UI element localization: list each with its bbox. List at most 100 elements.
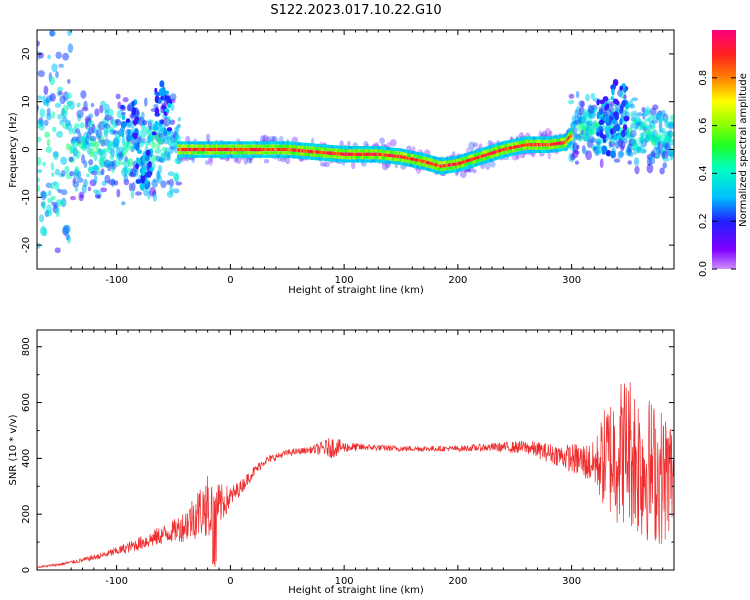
heatmap-cell [131, 107, 137, 116]
y-tick-label: -10 [21, 189, 32, 205]
heatmap-cell [93, 151, 98, 162]
heatmap-cell [610, 150, 616, 158]
heatmap-cell [54, 247, 61, 254]
heatmap-cell [60, 156, 68, 165]
heatmap-cell [60, 170, 66, 177]
colorbar-tick-label: 0.8 [698, 70, 709, 86]
heatmap-cell [643, 122, 648, 129]
heatmap-cell [225, 156, 230, 162]
heatmap-cell [569, 141, 573, 145]
heatmap-cell [661, 151, 669, 160]
heatmap-cell [610, 139, 616, 145]
y-tick-label: 800 [21, 337, 32, 356]
heatmap-cell [323, 161, 330, 168]
heatmap-cell [154, 147, 162, 154]
heatmap-cell [125, 118, 131, 123]
heatmap-cell [547, 151, 552, 160]
heatmap-cell [628, 151, 634, 157]
heatmap-cell [100, 157, 107, 162]
y-tick-label: 10 [21, 95, 32, 108]
heatmap-cell [135, 191, 142, 196]
heatmap-cell [87, 186, 92, 192]
heatmap-cell [574, 160, 580, 165]
heatmap-cell [154, 107, 160, 115]
heatmap-cell [651, 119, 659, 124]
heatmap-cell [601, 145, 608, 154]
heatmap-cell [77, 177, 84, 183]
heatmap-cell [128, 145, 134, 151]
chart-title: S122.2023.017.10.22.G10 [270, 3, 441, 18]
heatmap-cell [74, 123, 80, 129]
heatmap-cell [54, 181, 60, 191]
y-tick-label: 0 [21, 146, 32, 152]
heatmap-cell [46, 204, 52, 214]
heatmap-cell [599, 138, 603, 145]
heatmap-cell [72, 148, 76, 154]
heatmap-cell [620, 131, 626, 136]
heatmap-cell [72, 180, 80, 188]
heatmap-cell [50, 195, 56, 200]
heatmap-cell [618, 151, 625, 157]
heatmap-cell [163, 129, 168, 136]
heatmap-cell [58, 90, 63, 96]
heatmap-cell [142, 120, 148, 126]
heatmap-cell [51, 111, 55, 120]
heatmap-cell [55, 51, 62, 59]
heatmap-cell [596, 111, 600, 120]
heatmap-cell [94, 108, 100, 117]
heatmap-cell [646, 163, 654, 174]
heatmap-cell [110, 147, 115, 157]
heatmap-cell [38, 124, 45, 131]
heatmap-cell [67, 79, 71, 84]
heatmap-cell [179, 157, 186, 162]
heatmap-cell [147, 119, 154, 124]
heatmap-cell [572, 142, 579, 153]
heatmap-cell [141, 170, 145, 176]
heatmap-cell [113, 180, 119, 186]
snr-series-line [37, 382, 674, 569]
heatmap-cell [164, 95, 171, 100]
heatmap-cell [77, 170, 82, 179]
heatmap-cell [58, 63, 64, 68]
heatmap-cell [120, 121, 127, 128]
heatmap-cell [568, 93, 575, 99]
heatmap-cell [613, 158, 621, 163]
heatmap-cell [134, 116, 140, 122]
heatmap-cell [135, 163, 140, 170]
heatmap-cell [654, 152, 661, 159]
heatmap-cell [103, 128, 109, 138]
heatmap-cell [598, 120, 604, 125]
heatmap-cell [115, 93, 121, 100]
colorbar-tick-label: 0.2 [698, 213, 709, 229]
heatmap-cell [629, 103, 636, 109]
heatmap-cell [167, 102, 172, 108]
x-tick-label: 0 [227, 576, 233, 587]
heatmap-cell [599, 129, 604, 134]
heatmap-cell [39, 108, 46, 118]
heatmap-cell [46, 113, 52, 121]
x-tick-label: 0 [227, 275, 233, 286]
heatmap-cell [49, 30, 56, 37]
heatmap-cell [87, 166, 94, 173]
snr-panel: -100 0 100 200 300 0 200 400 600 800 Height of s… [8, 329, 675, 596]
heatmap-cell [208, 156, 213, 166]
heatmap-cell [669, 150, 674, 161]
heatmap-cell [131, 182, 136, 192]
heatmap-cell [37, 177, 40, 183]
heatmap-cell [37, 136, 42, 143]
x-tick-label: 300 [562, 275, 581, 286]
heatmap-cell [62, 52, 70, 61]
heatmap-cell [67, 43, 74, 54]
snr-y-axis-label: SNR (10 * v/v) [8, 414, 19, 485]
heatmap-cell [76, 102, 81, 108]
heatmap-cell [144, 154, 150, 162]
heatmap-cell [66, 92, 72, 100]
heatmap-cell [174, 133, 179, 142]
heatmap-cell [37, 40, 40, 47]
heatmap-cell [243, 155, 249, 165]
heatmap-cell [42, 201, 46, 211]
heatmap-cell [596, 131, 600, 136]
heatmap-cell [176, 123, 182, 129]
heatmap-cell [116, 188, 121, 198]
heatmap-cell [69, 100, 75, 111]
